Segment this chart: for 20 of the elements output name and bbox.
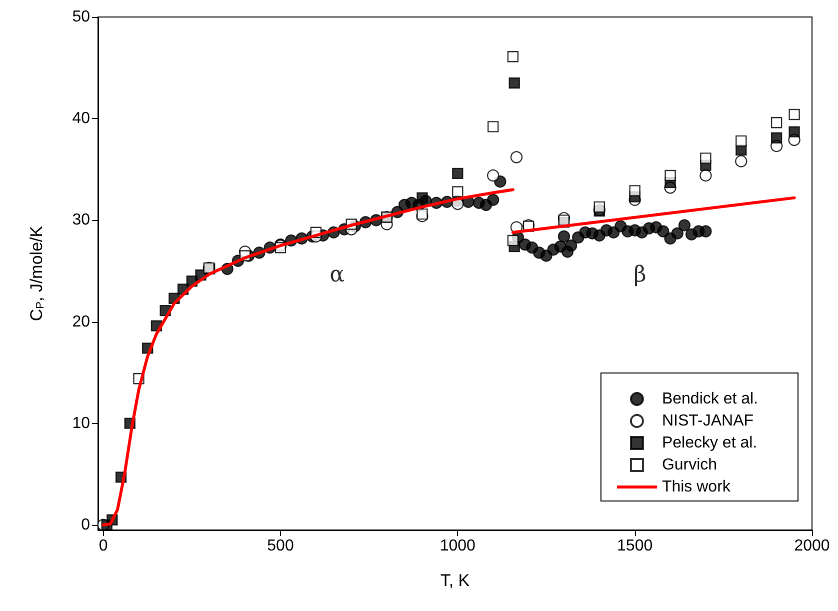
x-tick-label: 500	[267, 538, 294, 554]
x-tick-label: 0	[98, 538, 108, 554]
y-axis-title: CP, J/mole/K	[27, 225, 46, 322]
legend-label: Pelecky et al.	[662, 434, 758, 452]
annotation: α	[330, 262, 345, 288]
y-tick-label: 10	[72, 414, 90, 432]
legend-label: NIST-JANAF	[662, 412, 754, 430]
y-tick-label: 40	[72, 110, 90, 128]
y-tick-label: 30	[72, 212, 90, 229]
annotation: β	[634, 262, 646, 288]
x-axis-title: T, K	[440, 571, 470, 590]
legend-label: Gurvich	[662, 456, 718, 474]
y-tick-label: 50	[72, 8, 90, 26]
y-tick-label: 0	[81, 516, 90, 534]
legend-label: Bendick et al.	[662, 390, 758, 408]
x-tick-label: 1500	[617, 538, 653, 554]
x-tick-label: 2000	[794, 538, 830, 554]
y-tick-label: 20	[72, 313, 90, 330]
legend-label: This work	[662, 478, 732, 496]
x-tick-label: 1000	[440, 538, 476, 554]
